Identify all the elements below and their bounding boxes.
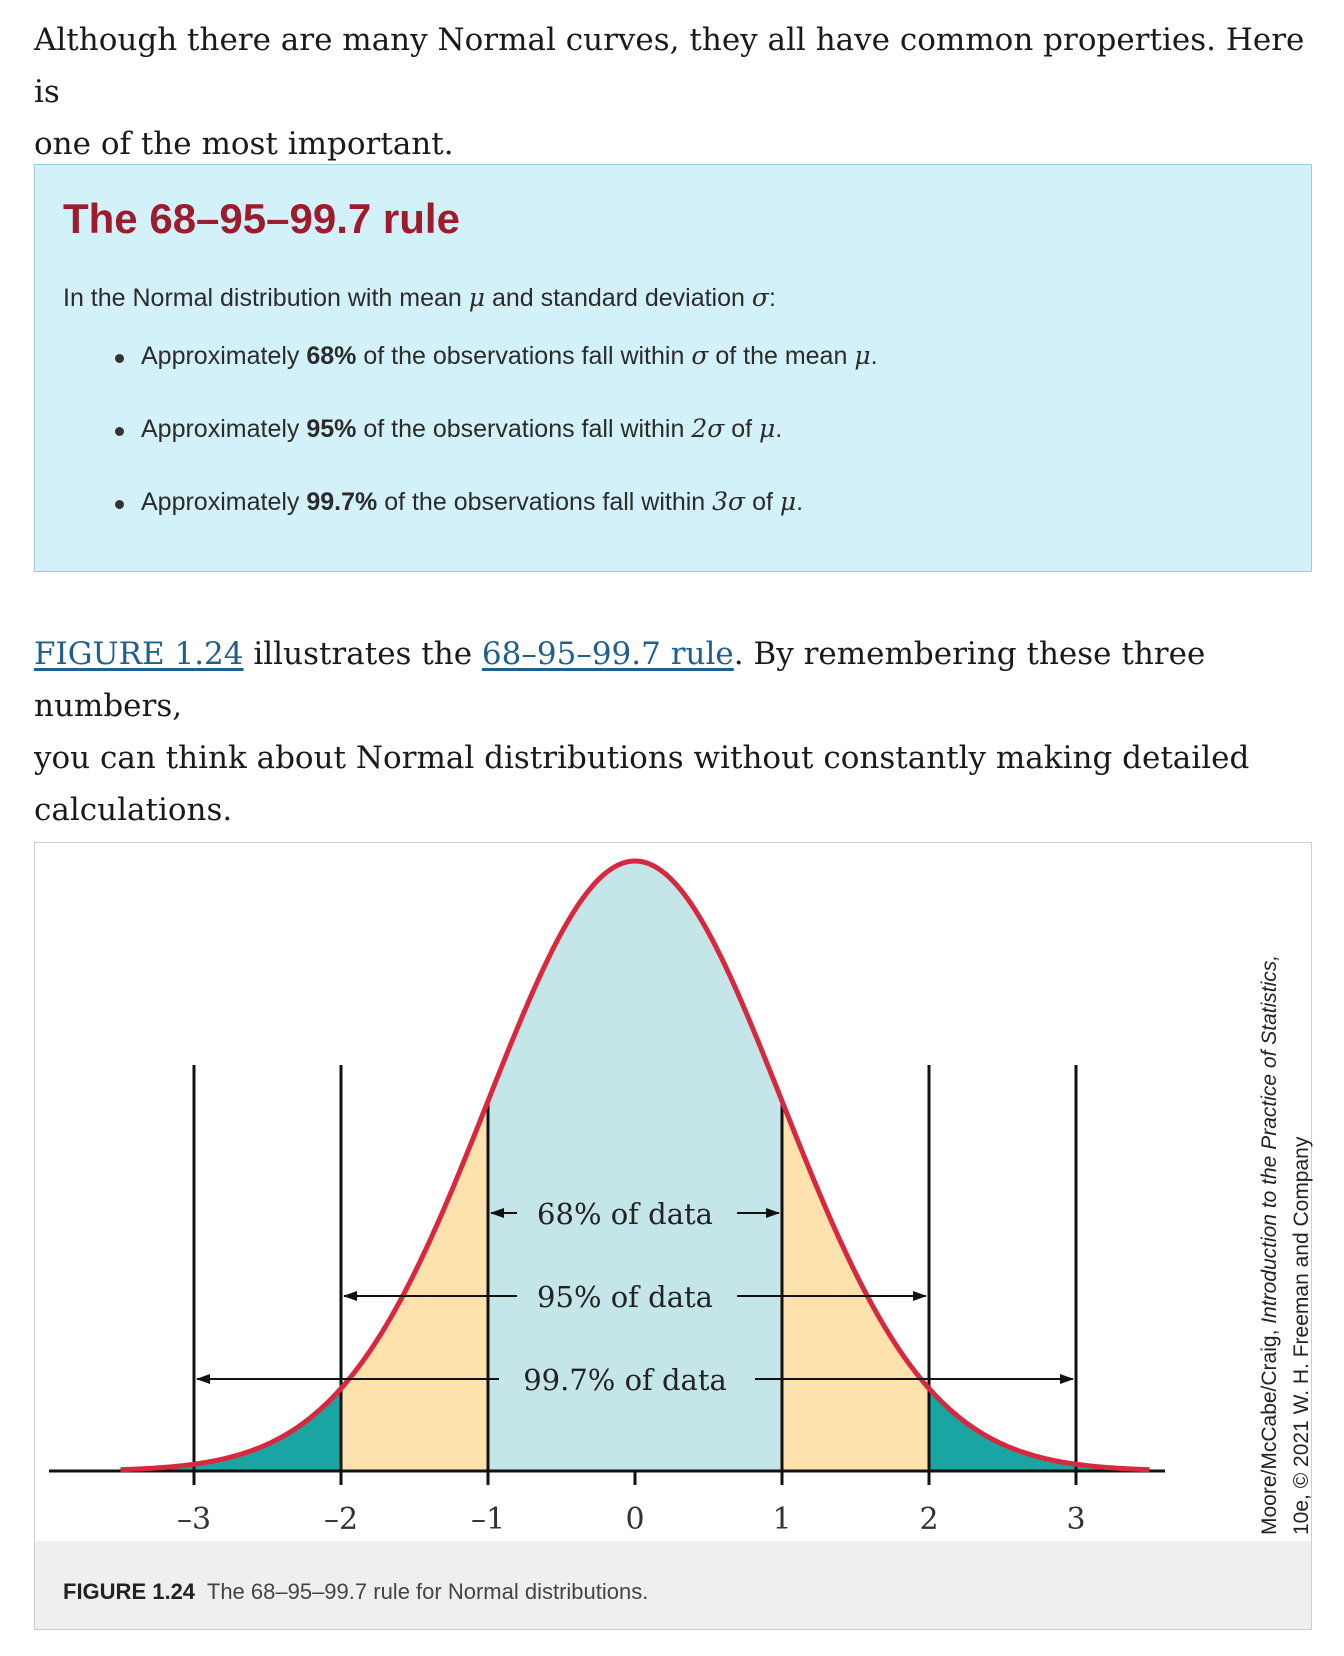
tick-label-5: 2 — [919, 1502, 938, 1537]
caption-label: FIGURE 1.24 — [63, 1579, 196, 1604]
rule-callout-box: The 68–95–99.7 rule In the Normal distri… — [34, 164, 1312, 572]
normal-curve — [120, 858, 1150, 1473]
intro-line-2: one of the most important. — [34, 126, 454, 162]
intro-line-1: Although there are many Normal curves, t… — [34, 22, 1305, 110]
rule-item-95: Approximately 95% of the observations fa… — [115, 414, 878, 487]
tail-region-left — [120, 1388, 341, 1471]
tick-label-0: –3 — [177, 1502, 211, 1537]
intro-paragraph: Although there are many Normal curves, t… — [34, 14, 1324, 170]
tick-label-1: –2 — [324, 1502, 358, 1537]
rule-list: Approximately 68% of the observations fa… — [115, 341, 878, 560]
explain-text-b: . By remembering these three numbers, — [34, 636, 1206, 724]
pct-99-7: 99.7% — [306, 488, 378, 516]
tick-label-2: –1 — [471, 1502, 505, 1537]
figure-caption: FIGURE 1.24 The 68–95–99.7 rule for Norm… — [63, 1579, 648, 1605]
arrow-68-label: 68% of data — [537, 1197, 713, 1231]
rule-link[interactable]: 68–95–99.7 rule — [481, 636, 734, 672]
tick-label-4: 1 — [772, 1502, 791, 1537]
lead-text-a: In the Normal distribution with mean — [63, 284, 469, 312]
sigma-symbol: σ — [751, 283, 769, 312]
tick-label-6: 3 — [1066, 1502, 1085, 1537]
rule-title: The 68–95–99.7 rule — [63, 195, 460, 242]
center-region — [488, 861, 782, 1471]
arrow-95-label: 95% of data — [537, 1280, 713, 1314]
lead-text-b: and standard deviation — [485, 284, 752, 312]
pct-95: 95% — [306, 415, 357, 443]
figure-credit: Moore/McCabe/Craig, Introduction to the … — [1258, 954, 1313, 1535]
explain-text-a: illustrates the — [243, 636, 482, 672]
figure-1-24-link[interactable]: FIGURE 1.24 — [34, 636, 244, 672]
rule-item-99-7: Approximately 99.7% of the observations … — [115, 487, 878, 560]
tail-region-right — [929, 1388, 1150, 1471]
explanation-paragraph: FIGURE 1.24 illustrates the 68–95–99.7 r… — [34, 628, 1324, 836]
lead-text-c: : — [768, 284, 776, 312]
tick-label-3: 0 — [625, 1502, 644, 1537]
pct-68: 68% — [306, 342, 357, 370]
explain-line-2: you can think about Normal distributions… — [34, 740, 1250, 776]
caption-text: The 68–95–99.7 rule for Normal distribut… — [206, 1579, 649, 1604]
mu-symbol: μ — [468, 283, 485, 312]
rule-item-68: Approximately 68% of the observations fa… — [115, 341, 878, 414]
explain-line-3: calculations. — [34, 792, 233, 828]
rule-lead-text: In the Normal distribution with mean μ a… — [63, 283, 776, 313]
caption-bar: FIGURE 1.24 The 68–95–99.7 rule for Norm… — [35, 1541, 1311, 1629]
arrow-99-7-label: 99.7% of data — [523, 1363, 727, 1397]
figure-1-24: 68% of data 95% of data 99.7% of data –3 –2 –… — [34, 842, 1312, 1630]
normal-curve-chart: 68% of data 95% of data 99.7% of data –3 –2 –… — [49, 858, 1165, 1537]
